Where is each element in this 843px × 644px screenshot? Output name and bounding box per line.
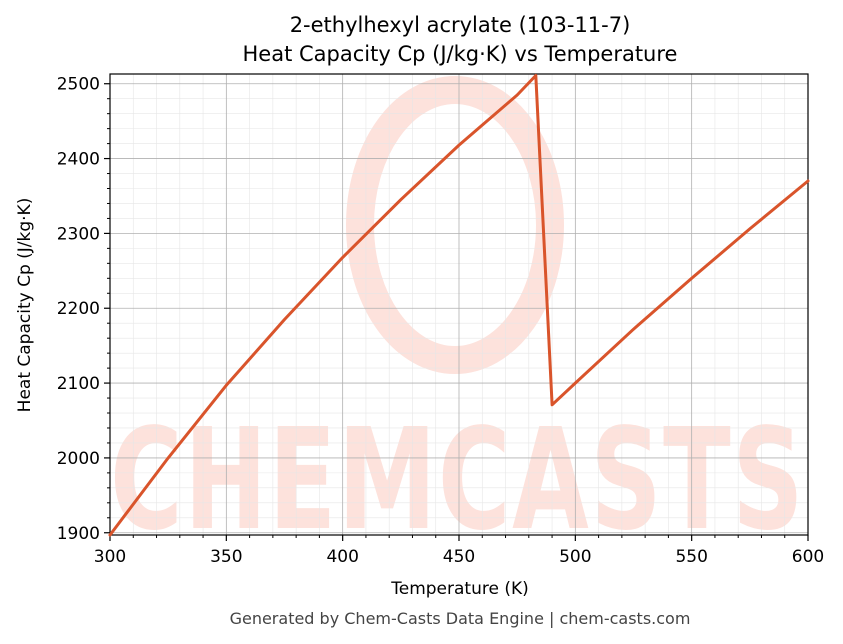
- series-layer: [108, 74, 810, 537]
- x-tick-label: 600: [792, 547, 824, 567]
- x-tick-label: 550: [675, 547, 707, 567]
- y-tick-label: 2500: [57, 75, 100, 95]
- y-tick-label: 2300: [57, 224, 100, 244]
- y-tick-label: 2200: [57, 299, 100, 319]
- watermark: CHEMCASTS: [110, 76, 805, 562]
- y-tick-label: 2000: [57, 449, 100, 469]
- watermark-logo-ring: [346, 76, 564, 374]
- y-tick-label: 1900: [57, 524, 100, 544]
- y-tick-label: 2400: [57, 150, 100, 170]
- x-tick-label: 450: [443, 547, 475, 567]
- y-axis-label: Heat Capacity Cp (J/kg·K): [15, 198, 35, 413]
- y-axis-tick-labels: 1900 2000 2100 2200 2300 2400 2500: [57, 75, 100, 544]
- x-tick-label: 400: [326, 547, 358, 567]
- footer-credit: Generated by Chem-Casts Data Engine | ch…: [230, 609, 691, 628]
- x-axis-tick-labels: 300 350 400 450 500 550 600: [94, 547, 824, 567]
- y-tick-label: 2100: [57, 374, 100, 394]
- x-tick-label: 300: [94, 547, 126, 567]
- chart-subtitle: Heat Capacity Cp (J/kg·K) vs Temperature: [243, 42, 678, 66]
- series-line: [108, 74, 810, 537]
- chart-title: 2-ethylhexyl acrylate (103-11-7): [290, 13, 631, 37]
- x-axis-label: Temperature (K): [390, 579, 529, 599]
- x-tick-label: 350: [210, 547, 242, 567]
- x-tick-label: 500: [559, 547, 591, 567]
- watermark-text: CHEMCASTS: [110, 399, 805, 562]
- major-gridlines: [109, 74, 809, 535]
- axis-ticks: [104, 83, 809, 541]
